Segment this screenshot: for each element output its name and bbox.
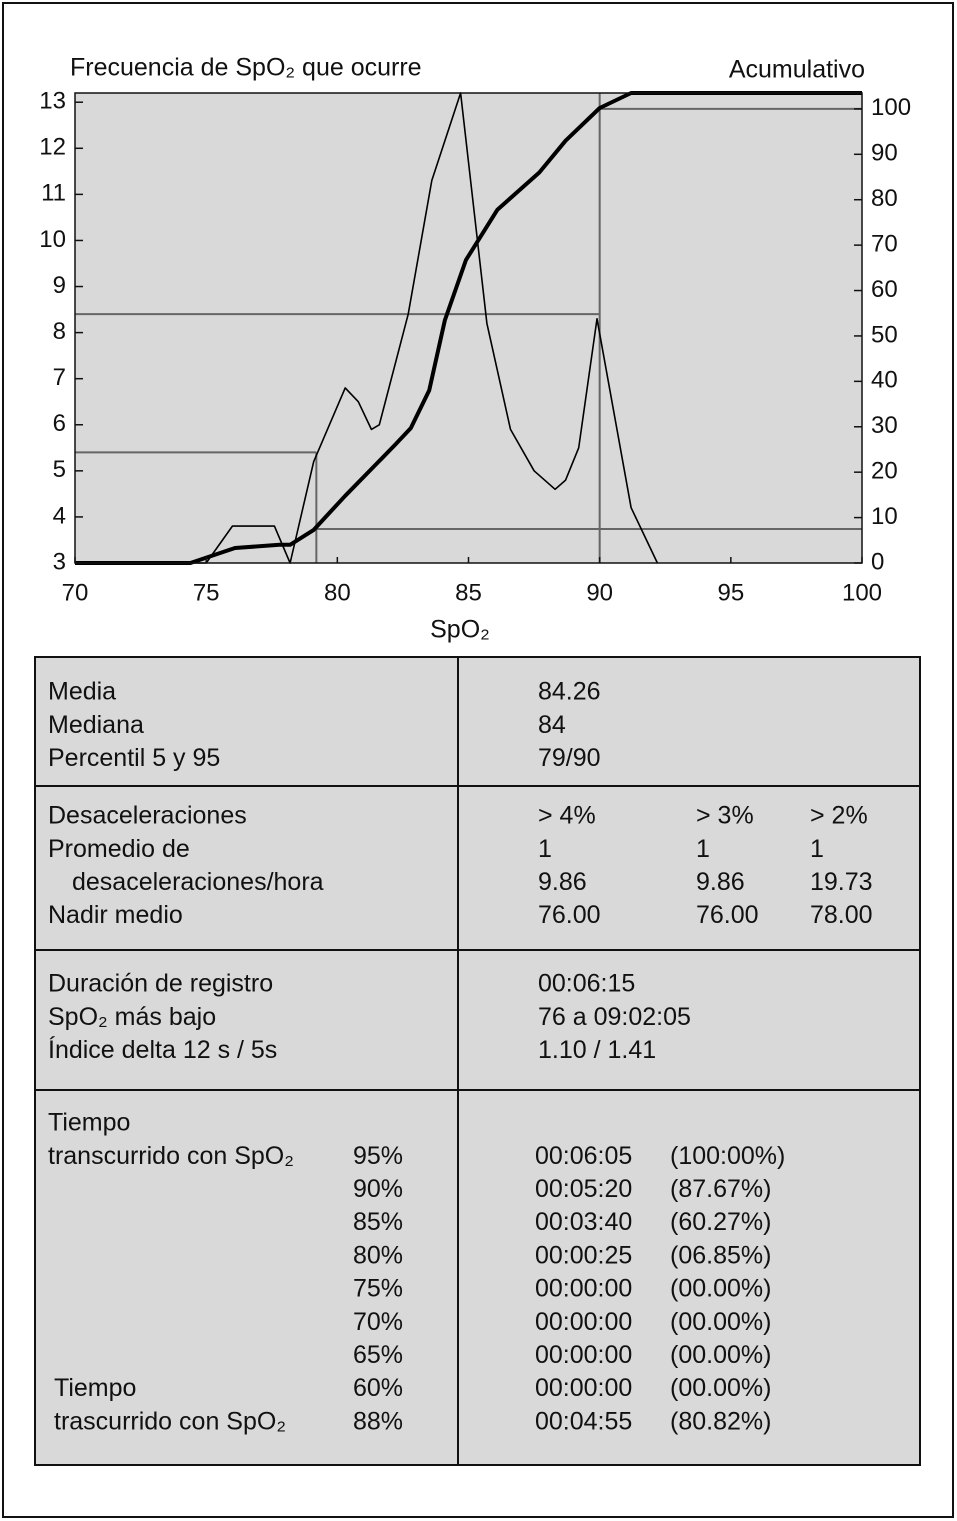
y-tick-label: 9 bbox=[53, 272, 66, 299]
x-tick-label: 75 bbox=[193, 579, 220, 606]
row-label: Desaceleraciones bbox=[48, 802, 247, 830]
spo2-level: 70% bbox=[353, 1308, 403, 1336]
spo2-level: 85% bbox=[353, 1208, 403, 1236]
row-label: Índice delta 12 s / 5s bbox=[48, 1035, 277, 1064]
y2-tick-label: 50 bbox=[871, 321, 898, 348]
y2-tick-label: 60 bbox=[871, 276, 898, 303]
x-tick-label: 95 bbox=[717, 579, 744, 606]
x-tick-label: 100 bbox=[842, 579, 882, 606]
row-value: 00:04:55 bbox=[535, 1407, 632, 1435]
row-label: SpO₂ más bajo bbox=[48, 1003, 216, 1031]
row-value: (00.00%) bbox=[670, 1308, 771, 1336]
spo2-level: 95% bbox=[353, 1142, 403, 1170]
row-label: desaceleraciones/hora bbox=[72, 868, 324, 896]
y2-tick-label: 70 bbox=[871, 230, 898, 257]
row-value: > 2% bbox=[810, 802, 868, 830]
row-label: Percentil 5 y 95 bbox=[48, 744, 220, 772]
y-tick-label: 10 bbox=[39, 226, 66, 253]
y2-tick-label: 0 bbox=[871, 548, 884, 575]
spo2-level: 90% bbox=[353, 1175, 403, 1203]
row-value: 79/90 bbox=[538, 744, 601, 772]
row-value: 00:00:00 bbox=[535, 1275, 632, 1303]
y-tick-label: 5 bbox=[53, 456, 66, 483]
row-value: 76 a 09:02:05 bbox=[538, 1003, 691, 1031]
y-tick-label: 3 bbox=[53, 548, 66, 575]
y2-tick-label: 20 bbox=[871, 458, 898, 485]
row-value: 84 bbox=[538, 711, 566, 739]
row-value: (60.27%) bbox=[670, 1208, 771, 1236]
y2-tick-label: 40 bbox=[871, 367, 898, 394]
row-value: (100:00%) bbox=[670, 1142, 785, 1170]
y2-tick-label: 10 bbox=[871, 503, 898, 530]
row-value: 76.00 bbox=[538, 901, 601, 929]
row-value: (00.00%) bbox=[670, 1341, 771, 1369]
row-value: (00.00%) bbox=[670, 1275, 771, 1303]
row-label: transcurrido con SpO₂ bbox=[48, 1142, 294, 1170]
row-value: 84.26 bbox=[538, 678, 601, 706]
row-value: (80.82%) bbox=[670, 1407, 771, 1435]
row-value: 76.00 bbox=[696, 901, 759, 929]
row-label: Promedio de bbox=[48, 835, 190, 863]
row-value: 9.86 bbox=[696, 868, 745, 896]
y-tick-label: 8 bbox=[53, 318, 66, 345]
spo2-level: 88% bbox=[353, 1407, 403, 1435]
row-value: 00:00:25 bbox=[535, 1241, 632, 1269]
y2-tick-label: 100 bbox=[871, 94, 911, 121]
spo2-level: 60% bbox=[353, 1374, 403, 1402]
row-value: 00:00:00 bbox=[535, 1374, 632, 1402]
row-value: 00:05:20 bbox=[535, 1175, 632, 1203]
row-value: (87.67%) bbox=[670, 1175, 771, 1203]
y-tick-label: 6 bbox=[53, 410, 66, 437]
y-tick-label: 13 bbox=[39, 88, 66, 115]
x-tick-label: 90 bbox=[586, 579, 613, 606]
y2-axis-title: Acumulativo bbox=[729, 56, 865, 84]
row-value: 1 bbox=[538, 835, 552, 863]
row-value: 1 bbox=[696, 835, 710, 863]
row-label: Duración de registro bbox=[48, 970, 273, 998]
plot-area bbox=[75, 93, 862, 563]
row-label: Nadir medio bbox=[48, 901, 183, 929]
row-value: 9.86 bbox=[538, 868, 587, 896]
row-label: Media bbox=[48, 678, 116, 706]
spo2-level: 80% bbox=[353, 1241, 403, 1269]
row-value: 00:06:15 bbox=[538, 970, 635, 998]
row-value: 1 bbox=[810, 835, 824, 863]
y2-tick-label: 80 bbox=[871, 185, 898, 212]
y-tick-label: 4 bbox=[53, 502, 66, 529]
row-label: trascurrido con SpO₂ bbox=[54, 1407, 286, 1435]
y-tick-label: 11 bbox=[41, 180, 66, 207]
spo2-level: 65% bbox=[353, 1341, 403, 1369]
row-value: 78.00 bbox=[810, 901, 873, 929]
row-value: 1.10 / 1.41 bbox=[538, 1036, 656, 1064]
row-value: (06.85%) bbox=[670, 1241, 771, 1269]
spo2-level: 75% bbox=[353, 1275, 403, 1303]
row-value: (00.00%) bbox=[670, 1374, 771, 1402]
y-tick-label: 12 bbox=[39, 134, 66, 161]
x-tick-label: 70 bbox=[62, 579, 89, 606]
row-value: 00:00:00 bbox=[535, 1341, 632, 1369]
row-value: 00:03:40 bbox=[535, 1208, 632, 1236]
x-tick-label: 85 bbox=[455, 579, 482, 606]
row-value: 00:06:05 bbox=[535, 1142, 632, 1170]
y2-tick-label: 90 bbox=[871, 140, 898, 167]
y2-tick-label: 30 bbox=[871, 412, 898, 439]
x-tick-label: 80 bbox=[324, 579, 351, 606]
row-value: 19.73 bbox=[810, 868, 873, 896]
row-label: Tiempo bbox=[48, 1109, 130, 1137]
row-label: Mediana bbox=[48, 711, 144, 739]
y-axis-title: Frecuencia de SpO₂ que ocurre bbox=[70, 54, 422, 82]
x-axis-title: SpO₂ bbox=[430, 616, 490, 644]
row-value: 00:00:00 bbox=[535, 1308, 632, 1336]
stats-table bbox=[34, 656, 921, 1466]
row-value: > 4% bbox=[538, 802, 596, 830]
row-value: > 3% bbox=[696, 802, 754, 830]
series-line bbox=[75, 91, 862, 565]
y-tick-label: 7 bbox=[53, 364, 66, 391]
table-rules bbox=[35, 657, 920, 1465]
row-label: Tiempo bbox=[54, 1374, 136, 1402]
